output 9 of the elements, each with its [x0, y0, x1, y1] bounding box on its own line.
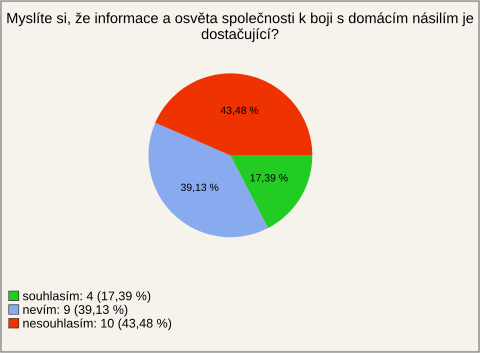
legend-label: souhlasím: 4 (17,39 %)	[22, 290, 150, 303]
legend-label: nesouhlasím: 10 (43,48 %)	[23, 318, 172, 330]
legend-label: nevím: 9 (39,13 %)	[23, 304, 128, 316]
data-label: 39,13 %	[180, 184, 218, 192]
data-label: 43,48 %	[220, 106, 258, 116]
pie-slice	[230, 155, 312, 228]
data-label: 17,39 %	[250, 174, 288, 183]
chart-title: Myslíte si, že informace a osvěta společnosti k boji s domácím násilím je dostačující?	[7, 12, 474, 42]
pie-slice	[155, 73, 312, 156]
